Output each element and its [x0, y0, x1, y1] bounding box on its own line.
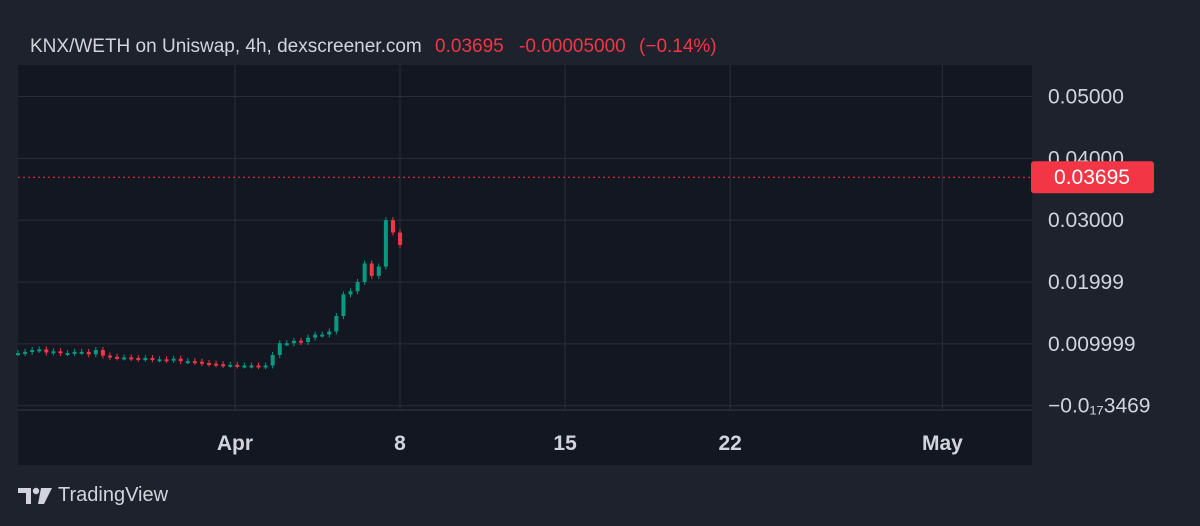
candle-body [30, 350, 35, 353]
candle-body [199, 361, 204, 364]
candle-body [256, 365, 261, 368]
candle-body [79, 351, 84, 354]
candle-body [93, 350, 98, 355]
candle-body [171, 358, 176, 361]
y-tick-label: 0.05000 [1048, 85, 1124, 108]
candle-body [270, 354, 275, 366]
candle-body [107, 355, 112, 358]
x-tick-label: May [922, 432, 963, 455]
footer: TradingView [18, 484, 168, 507]
x-tick-label: 15 [553, 432, 577, 455]
candle-body [390, 220, 395, 233]
candle-body [65, 353, 70, 356]
candle-body [242, 365, 247, 368]
candle-body [376, 266, 381, 276]
y-tick-label: 0.009999 [1048, 333, 1136, 356]
candle-body [348, 291, 353, 295]
candle-body [277, 343, 282, 355]
candle-body [51, 351, 56, 354]
candle-body [164, 359, 169, 362]
tradingview-logo-icon [18, 487, 52, 504]
candle-body [115, 356, 120, 359]
candle-body [207, 363, 212, 366]
price-change: -0.00005000 [519, 36, 626, 57]
candle-body [192, 361, 197, 364]
candle-body [228, 364, 233, 367]
candle-body [355, 282, 360, 292]
candle-body [327, 331, 332, 335]
candle-body [37, 349, 42, 352]
current-price: 0.03695 [435, 36, 504, 57]
x-tick-label: 8 [394, 432, 406, 455]
candle-body [313, 334, 318, 338]
candle-body [185, 361, 190, 364]
price-change-percent: (−0.14%) [639, 36, 717, 57]
last-price-label-bg [1031, 161, 1154, 194]
tradingview-brand: TradingView [58, 484, 169, 506]
candle-body [86, 351, 91, 355]
candle-body [235, 364, 240, 367]
y-tick-label: −0.0₁₇3469 [1048, 395, 1150, 418]
candle-body [263, 365, 268, 368]
candle-body [44, 349, 49, 353]
candle-body [143, 358, 148, 361]
y-tick-label: 0.03000 [1048, 209, 1124, 232]
candle-body [298, 340, 303, 343]
y-tick-label: 0.01999 [1048, 271, 1124, 294]
candle-body [16, 353, 20, 356]
candle-body [291, 340, 296, 344]
candle-body [284, 343, 289, 346]
candle-body [249, 365, 254, 368]
candle-body [150, 358, 155, 361]
last-price-label: 0.03695 [1054, 166, 1130, 189]
candle-body [334, 316, 339, 332]
candle-body [341, 294, 346, 317]
candle-body [157, 359, 162, 362]
candle-body [129, 357, 134, 360]
candle-body [369, 263, 374, 276]
candle-body [221, 364, 226, 367]
candle-body [122, 357, 127, 360]
candle-body [23, 351, 28, 354]
x-axis-background [18, 410, 1032, 465]
candle-body [362, 263, 367, 283]
chart-header: KNX/WETH on Uniswap, 4h, dexscreener.com… [30, 36, 717, 58]
x-tick-label: Apr [217, 432, 253, 455]
candle-body [398, 232, 403, 245]
plot-background [18, 65, 1032, 410]
pair-title: KNX/WETH on Uniswap, 4h, dexscreener.com [30, 36, 422, 57]
candle-body [136, 358, 141, 361]
candle-body [320, 334, 325, 337]
candle-body [100, 350, 105, 356]
candle-body [214, 363, 219, 366]
candle-body [306, 337, 311, 342]
x-tick-label: 22 [718, 432, 741, 455]
candle-body [58, 351, 63, 354]
candle-body [72, 351, 77, 354]
candle-body [383, 220, 388, 267]
candle-body [178, 358, 183, 362]
